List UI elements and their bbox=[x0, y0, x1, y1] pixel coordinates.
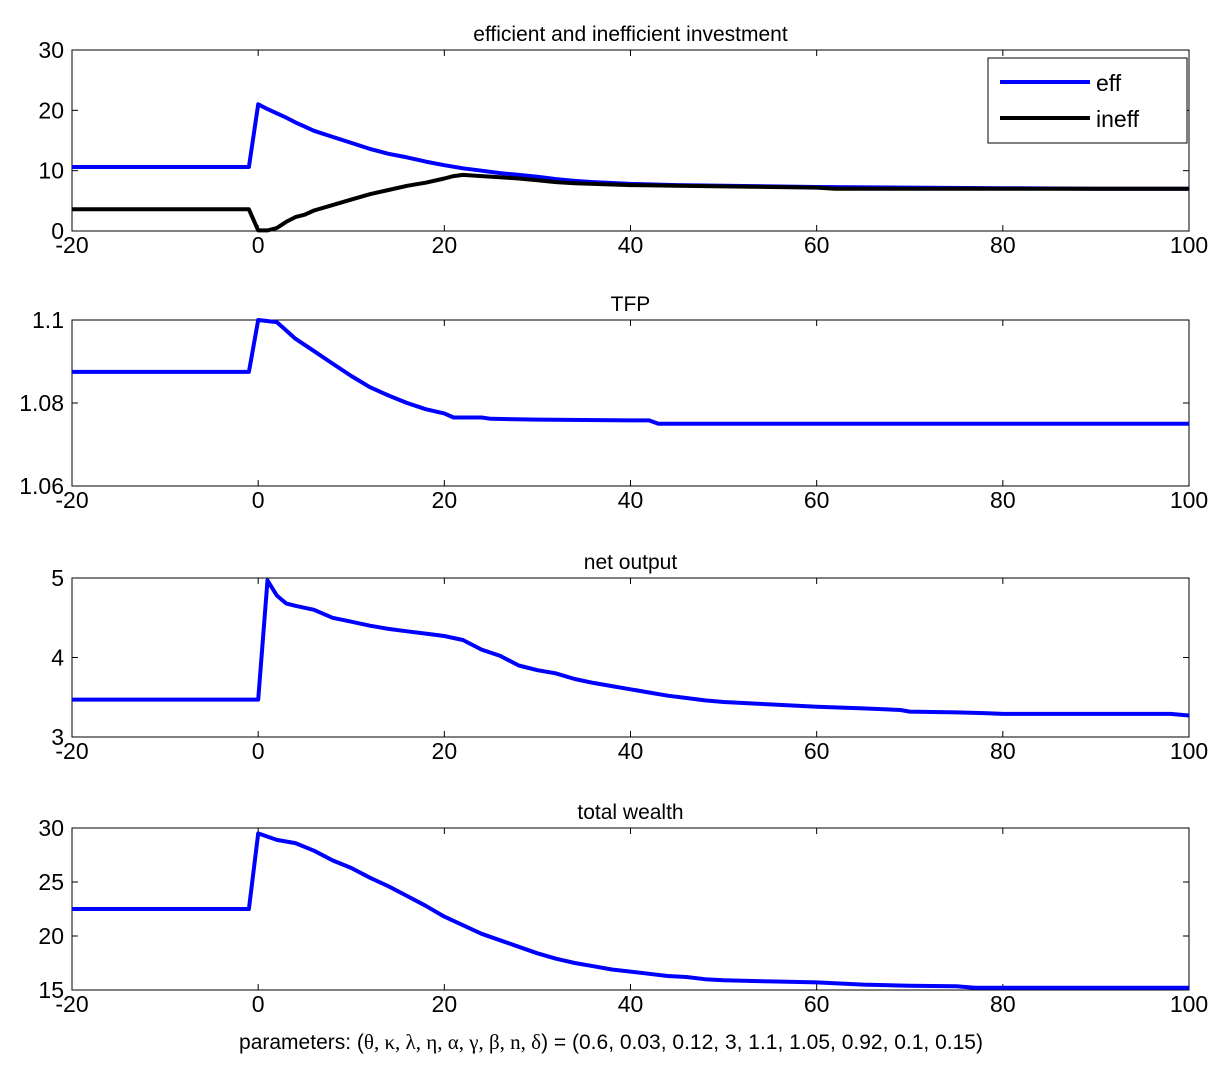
legend-label: eff bbox=[1096, 70, 1122, 96]
chart-panel-4: total wealth -20 0 20 40 60 80 100 15 20 25 30 bbox=[38, 801, 1208, 1017]
x-tick-label: 20 bbox=[432, 487, 458, 513]
caption-symbols: θ, κ, λ, η, α, γ, β, n, δ bbox=[363, 1030, 542, 1054]
x-tick-label: 80 bbox=[990, 487, 1016, 513]
y-tick-label: 4 bbox=[51, 645, 64, 671]
x-tick-label: 0 bbox=[252, 232, 265, 258]
x-tick-label: -20 bbox=[55, 232, 88, 258]
x-tick-label: 60 bbox=[804, 232, 830, 258]
series-line-series-1 bbox=[72, 318, 1189, 426]
x-tick-label: 100 bbox=[1170, 991, 1208, 1017]
y-tick-label: 0 bbox=[51, 218, 64, 244]
x-tick-label: 40 bbox=[618, 738, 644, 764]
x-tick-label: 100 bbox=[1170, 232, 1208, 258]
y-tick-label: 3 bbox=[51, 724, 64, 750]
y-tick-label: 1.1 bbox=[32, 307, 64, 333]
legend-box bbox=[987, 57, 1188, 144]
y-tick-label: 20 bbox=[38, 97, 64, 123]
y-tick-label: 10 bbox=[38, 158, 64, 184]
x-tick-label: 0 bbox=[252, 738, 265, 764]
x-tick-label: 100 bbox=[1170, 487, 1208, 513]
x-tick-label: 80 bbox=[990, 991, 1016, 1017]
parameters-caption: parameters: (θ, κ, λ, η, α, γ, β, n, δ) … bbox=[0, 1030, 1222, 1055]
caption-suffix: ) = (0.6, 0.03, 0.12, 3, 1.1, 1.05, 0.92… bbox=[541, 1031, 983, 1054]
y-tick-label: 25 bbox=[38, 869, 64, 895]
series-line-series-1 bbox=[72, 578, 1190, 718]
x-tick-label: 80 bbox=[990, 232, 1016, 258]
series-line-ineff bbox=[72, 172, 1189, 233]
y-tick-label: 1.06 bbox=[19, 473, 64, 499]
x-tick-label: 40 bbox=[618, 487, 644, 513]
x-tick-label: -20 bbox=[55, 738, 88, 764]
y-tick-label: 15 bbox=[38, 977, 64, 1003]
x-tick-label: 0 bbox=[252, 487, 265, 513]
x-tick-label: 100 bbox=[1170, 738, 1208, 764]
series-line-series-1 bbox=[72, 831, 1189, 990]
y-tick-label: 20 bbox=[38, 923, 64, 949]
x-tick-label: 60 bbox=[804, 991, 830, 1017]
x-tick-label: 80 bbox=[990, 738, 1016, 764]
x-tick-label: 20 bbox=[432, 232, 458, 258]
x-tick-label: 40 bbox=[618, 232, 644, 258]
y-tick-label: 1.08 bbox=[19, 390, 64, 416]
legend-label: ineff bbox=[1096, 106, 1140, 132]
y-tick-label: 30 bbox=[38, 815, 64, 841]
caption-prefix: parameters: ( bbox=[239, 1031, 364, 1054]
y-tick-label: 30 bbox=[38, 37, 64, 63]
chart-title: total wealth bbox=[577, 801, 683, 824]
chart-title: net output bbox=[584, 551, 678, 574]
x-tick-label: 60 bbox=[804, 738, 830, 764]
x-tick-label: 40 bbox=[618, 991, 644, 1017]
chart-title: efficient and inefficient investment bbox=[473, 23, 788, 46]
chart-panel-2: TFP -20 0 20 40 60 80 100 1.06 1.08 1.1 bbox=[19, 293, 1208, 513]
x-tick-label: 60 bbox=[804, 487, 830, 513]
axes-box bbox=[71, 319, 1190, 487]
y-tick-label: 5 bbox=[51, 565, 64, 591]
legend: eff ineff bbox=[987, 57, 1188, 144]
x-tick-label: -20 bbox=[55, 991, 88, 1017]
x-tick-label: 0 bbox=[252, 991, 265, 1017]
chart-title: TFP bbox=[611, 293, 651, 316]
chart-panel-1: efficient and inefficient investment-20 0… bbox=[38, 23, 1208, 258]
x-tick-label: 20 bbox=[432, 991, 458, 1017]
x-tick-label: -20 bbox=[55, 487, 88, 513]
chart-panel-3: net output -20 0 20 40 60 80 100 3 4 5 bbox=[51, 551, 1208, 764]
x-tick-label: 20 bbox=[432, 738, 458, 764]
